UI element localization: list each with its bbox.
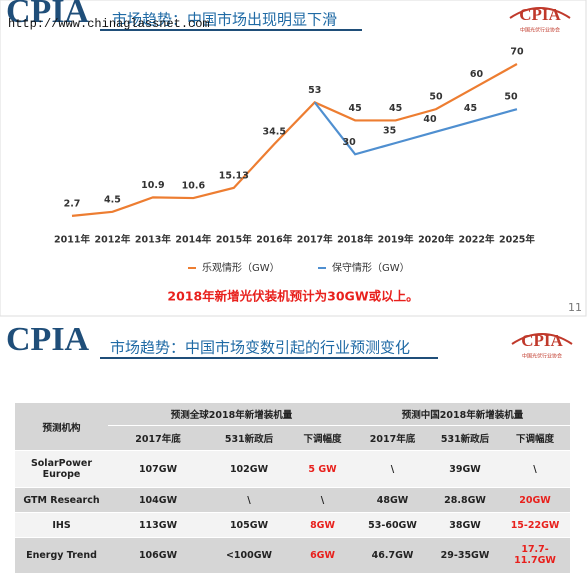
x-tick-label: 2013年 (135, 234, 171, 246)
cell: 107GW (108, 450, 208, 488)
cell: 48GW (355, 487, 431, 513)
watermark: http://www.chinaglassnet.com (8, 17, 210, 31)
data-label: 10.6 (182, 181, 206, 192)
group-header: 预测中国2018年新增装机量 (355, 402, 571, 426)
data-label: 10.9 (141, 180, 164, 191)
badge-arc (509, 7, 571, 19)
cell: 5 GW (290, 450, 356, 488)
cell: 106GW (108, 537, 208, 573)
x-tick-label: 2014年 (175, 234, 211, 246)
cell: 46.7GW (355, 537, 431, 573)
data-label: 70 (510, 47, 524, 58)
x-tick-label: 2012年 (94, 234, 130, 246)
cell: <100GW (208, 537, 290, 573)
cell: \ (290, 487, 356, 513)
logo: CPIA (6, 321, 90, 358)
x-tick-label: 2020年 (418, 234, 454, 246)
cell: 6GW (290, 537, 356, 573)
data-label: 40 (423, 114, 437, 125)
table-row: GTM Research 104GW \ \ 48GW 28.8GW 20GW (15, 487, 571, 513)
badge-sub: 中国光伏行业协会 (520, 27, 560, 34)
column-header: 531新政后 (430, 425, 501, 451)
data-label: 45 (464, 103, 477, 114)
cell: 15-22GW (500, 512, 571, 538)
slide-title: 市场趋势：中国市场出现明显下滑 (112, 11, 337, 29)
x-tick-label: 2019年 (378, 234, 414, 246)
x-tick-label: 2011年 (54, 234, 90, 246)
data-label: 45 (349, 103, 362, 114)
slide-frame (0, 0, 587, 317)
data-label: 45 (389, 103, 402, 114)
data-label: 53 (308, 85, 321, 96)
x-tick-label: 2016年 (256, 234, 292, 246)
cell: IHS (15, 512, 108, 538)
series-line (71, 63, 518, 218)
forecast-table: 预测机构 预测全球2018年新增装机量 预测中国2018年新增装机量 2017年底 53… (15, 402, 571, 573)
note: 2018年新增光伏装机预计为30GW或以上。 (167, 289, 418, 304)
data-label: 30 (343, 137, 357, 148)
cell: 29-35GW (430, 537, 501, 573)
badge-arc (511, 333, 573, 345)
column-header: 2017年底 (108, 425, 208, 451)
group-header: 预测全球2018年新增装机量 (108, 402, 356, 426)
cell: \ (355, 450, 431, 488)
badge: CPIA (519, 5, 561, 24)
logo: CPIA (6, 0, 90, 30)
data-label: 50 (504, 92, 518, 103)
cell: GTM Research (15, 487, 108, 513)
x-tick-label: 2022年 (459, 234, 495, 246)
cell: Energy Trend (15, 537, 108, 573)
cell: 20GW (500, 487, 571, 513)
table-row: IHS 113GW 105GW 8GW 53-60GW 38GW 15-22GW (15, 512, 571, 538)
table-row: SolarPower Europe 107GW 102GW 5 GW \ 39GW \ (15, 450, 571, 488)
cell: 17.7-11.7GW (500, 537, 571, 573)
badge: CPIA (521, 331, 563, 350)
cell: 53-60GW (355, 512, 431, 538)
cell: 113GW (108, 512, 208, 538)
data-label: 60 (470, 69, 484, 80)
data-label: 15.13 (219, 170, 249, 181)
cell: 104GW (108, 487, 208, 513)
page-number: 11 (568, 301, 582, 314)
cell: 28.8GW (430, 487, 501, 513)
table-row: 2017年底 531新政后 下调幅度 2017年底 531新政后 下调幅度 (15, 425, 571, 451)
cell: 38GW (430, 512, 501, 538)
data-label: 35 (383, 126, 396, 137)
cell: \ (208, 487, 290, 513)
data-label: 34.5 (263, 127, 286, 138)
x-tick-label: 2017年 (297, 234, 333, 246)
table-row: 预测机构 预测全球2018年新增装机量 预测中国2018年新增装机量 (15, 402, 571, 451)
cell: SolarPower Europe (15, 450, 108, 488)
header-cell: 预测机构 (15, 402, 108, 451)
x-tick-label: 2025年 (499, 234, 535, 246)
x-tick-label: 2015年 (216, 234, 252, 246)
table-row: Energy Trend 106GW <100GW 6GW 46.7GW 29-35GW 1… (15, 537, 571, 573)
x-tick-label: 2018年 (337, 234, 373, 246)
data-label: 4.5 (104, 194, 121, 205)
cell: 105GW (208, 512, 290, 538)
column-header: 531新政后 (208, 425, 290, 451)
cell: 39GW (430, 450, 501, 488)
data-label: 50 (429, 92, 443, 103)
column-header: 2017年底 (355, 425, 431, 451)
series-line (313, 101, 518, 156)
column-header: 下调幅度 (290, 425, 356, 451)
cell: 8GW (290, 512, 356, 538)
badge-sub: 中国光伏行业协会 (522, 353, 562, 360)
cell: 102GW (208, 450, 290, 488)
legend-label: 乐观情形（GW） (202, 261, 280, 274)
legend-label: 保守情形（GW） (332, 261, 410, 274)
slide-title: 市场趋势：中国市场变数引起的行业预测变化 (110, 339, 410, 357)
column-header: 下调幅度 (500, 425, 571, 451)
data-label: 2.7 (64, 198, 81, 209)
cell: \ (500, 450, 571, 488)
